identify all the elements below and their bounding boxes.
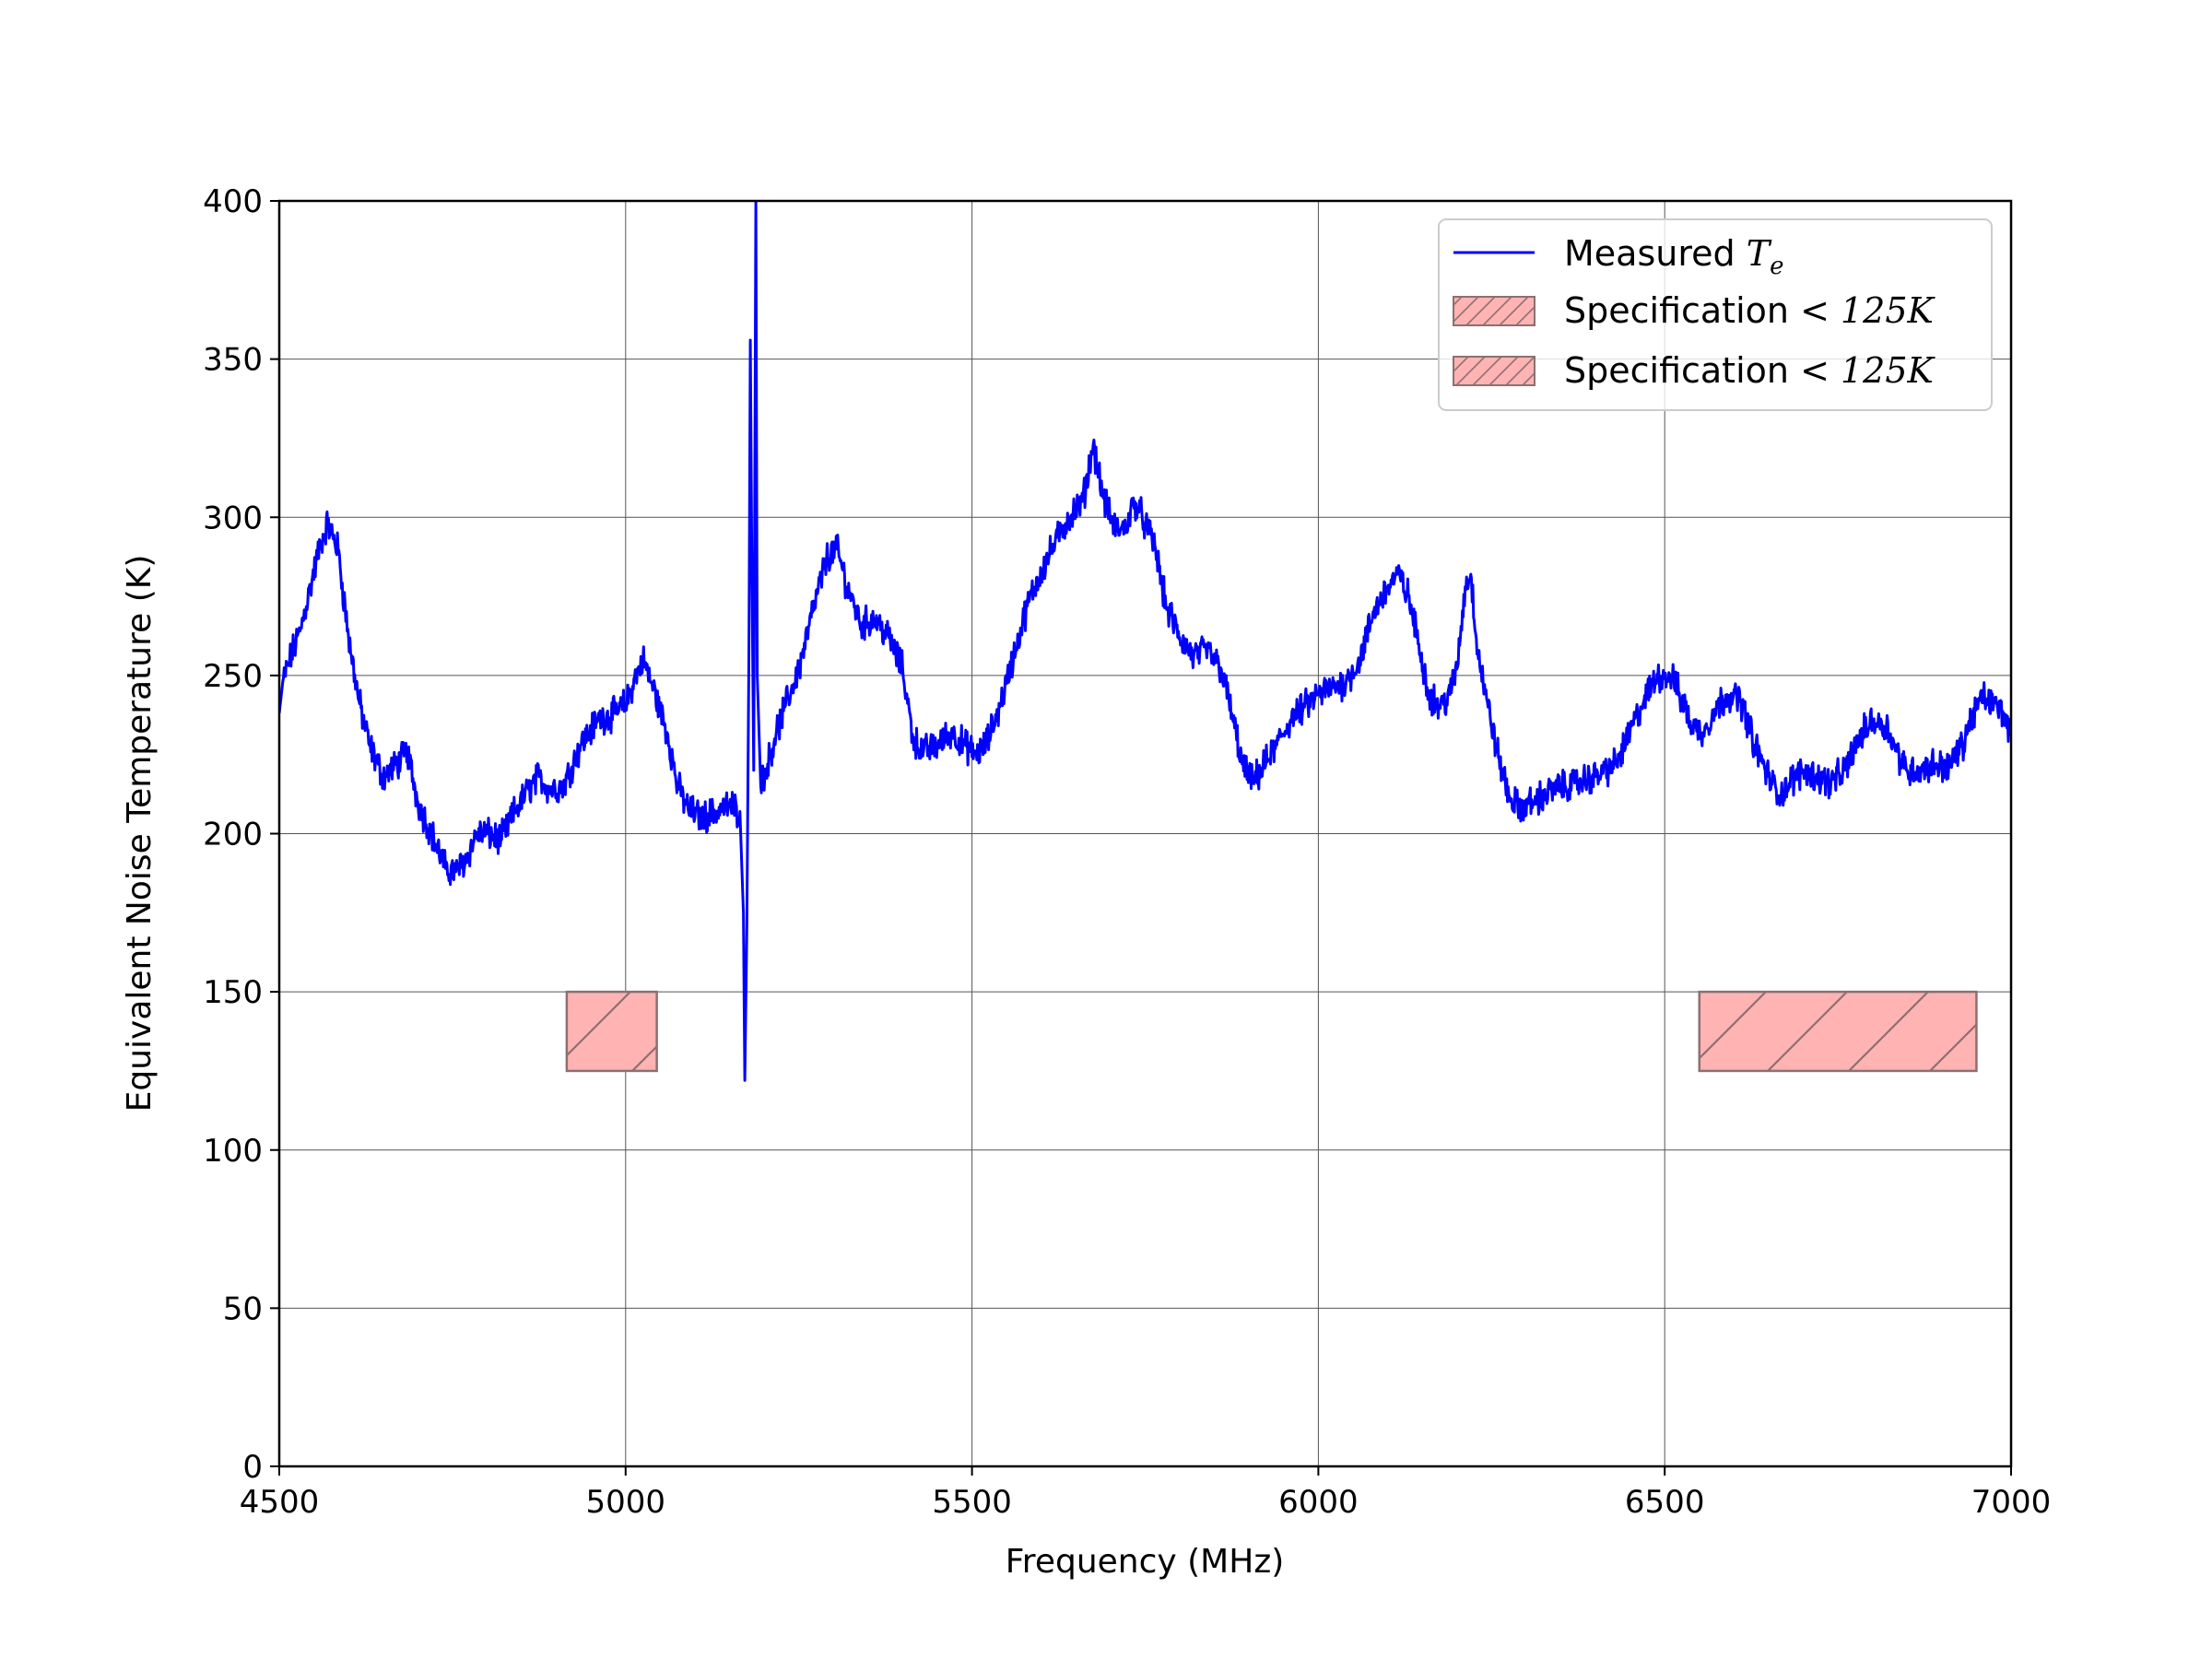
y-tick-label: 250 xyxy=(203,658,263,695)
x-tick-label: 6500 xyxy=(1625,1484,1705,1521)
legend-item-measured: Measured Te xyxy=(1564,233,1783,280)
y-tick-label: 300 xyxy=(203,500,263,536)
y-tick-label: 350 xyxy=(203,342,263,379)
spec-band-1 xyxy=(565,990,658,1073)
y-tick-label: 400 xyxy=(203,183,263,220)
series-line-1 xyxy=(279,201,2011,1082)
legend-frame xyxy=(1438,218,1993,411)
x-axis-ticks: 4500 5000 5500 6000 6500 7000 xyxy=(240,1466,2052,1521)
y-tick-label: 50 xyxy=(223,1290,263,1327)
spec-band-2 xyxy=(1698,990,1978,1073)
y-axis-label: Equivalent Noise Temperature (K) xyxy=(121,555,159,1112)
y-tick-label: 0 xyxy=(242,1449,263,1486)
x-tick-label: 5000 xyxy=(586,1484,666,1521)
y-tick-label: 150 xyxy=(203,974,263,1011)
specification-bands xyxy=(565,990,1978,1073)
legend-band-swatch-2 xyxy=(1453,356,1535,386)
x-axis-label: Frequency (MHz) xyxy=(1006,1543,1285,1581)
x-tick-label: 7000 xyxy=(1971,1484,2052,1521)
series-layer xyxy=(279,201,2011,1082)
x-tick-label: 5500 xyxy=(932,1484,1012,1521)
legend-item-spec-1: Specification < 125K xyxy=(1564,290,1936,331)
y-tick-label: 200 xyxy=(203,817,263,853)
legend: Measured Te Specification < 125K Specifi… xyxy=(1438,218,1993,411)
y-axis-ticks: 0 50 100 150 200 250 300 350 400 xyxy=(203,183,279,1486)
x-tick-label: 6000 xyxy=(1278,1484,1359,1521)
y-tick-label: 100 xyxy=(203,1133,263,1170)
legend-band-swatch-1 xyxy=(1453,296,1535,326)
x-tick-label: 4500 xyxy=(240,1484,320,1521)
legend-item-spec-2: Specification < 125K xyxy=(1564,350,1936,391)
